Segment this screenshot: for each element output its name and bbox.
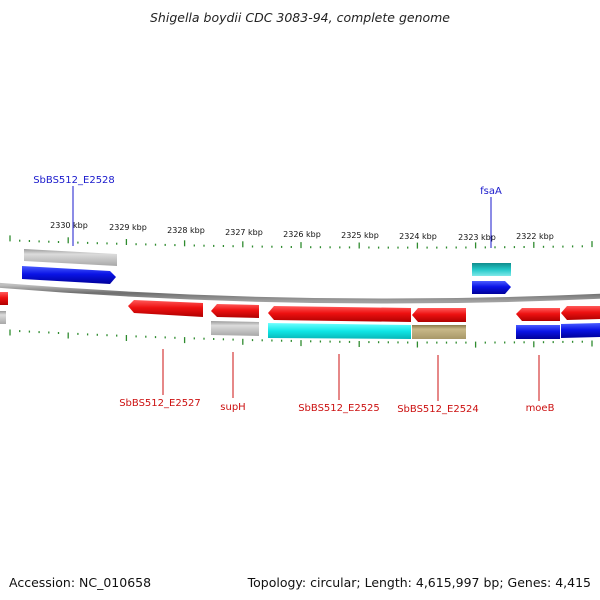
gene-sbbs512-e2525[interactable] xyxy=(268,306,411,322)
gene-feature-gray-forward[interactable] xyxy=(24,249,117,266)
gene-labels: SbBS512_E2528 fsaA SbBS512_E2527 supH Sb… xyxy=(33,175,554,415)
gene-feature-blue-right[interactable] xyxy=(561,323,600,338)
tick-label-2323: 2323 kbp xyxy=(458,233,496,242)
gene-feature-olive[interactable] xyxy=(412,325,466,339)
tick-label-2327: 2327 kbp xyxy=(225,228,263,237)
label-sbbs512-e2525[interactable]: SbBS512_E2525 xyxy=(298,403,380,414)
genome-summary-text: Topology: circular; Length: 4,615,997 bp… xyxy=(247,575,591,590)
label-moeb[interactable]: moeB xyxy=(526,403,555,414)
tick-label-2324: 2324 kbp xyxy=(399,232,437,241)
gene-feature-red-right[interactable] xyxy=(561,306,600,320)
label-suph[interactable]: supH xyxy=(220,402,245,413)
gene-sbbs512-e2527[interactable] xyxy=(128,300,203,317)
tick-label-2328: 2328 kbp xyxy=(167,226,205,235)
gene-feature-gray-reverse[interactable] xyxy=(211,321,259,336)
tick-label-2322: 2322 kbp xyxy=(516,232,554,241)
forward-strand xyxy=(22,249,511,294)
gene-moeb[interactable] xyxy=(516,308,560,321)
label-sbbs512-e2528[interactable]: SbBS512_E2528 xyxy=(33,175,115,186)
gene-feature-teal[interactable] xyxy=(472,263,511,276)
gene-fsaa[interactable] xyxy=(472,281,511,294)
inner-tick-ring xyxy=(9,329,593,348)
gene-feature-blue-lower[interactable] xyxy=(516,325,560,339)
tick-label-2326: 2326 kbp xyxy=(283,230,321,239)
reverse-strand xyxy=(0,292,600,339)
gene-sbbs512-e2524[interactable] xyxy=(412,308,466,322)
label-sbbs512-e2527[interactable]: SbBS512_E2527 xyxy=(119,398,201,409)
scale-labels: 2330 kbp 2329 kbp 2328 kbp 2327 kbp 2326… xyxy=(50,221,554,242)
gene-feature-cyan[interactable] xyxy=(268,323,411,339)
gene-suph[interactable] xyxy=(211,304,259,318)
label-fsaa[interactable]: fsaA xyxy=(480,186,502,197)
label-leaders xyxy=(72,186,540,401)
gene-feature-gray-edge[interactable] xyxy=(0,311,6,324)
label-sbbs512-e2524[interactable]: SbBS512_E2524 xyxy=(397,404,479,415)
tick-label-2330: 2330 kbp xyxy=(50,221,88,230)
gene-feature-red-edge[interactable] xyxy=(0,292,8,305)
tick-label-2329: 2329 kbp xyxy=(109,223,147,232)
tick-label-2325: 2325 kbp xyxy=(341,231,379,240)
gene-sbbs512-e2528[interactable] xyxy=(22,266,116,284)
accession-text: Accession: NC_010658 xyxy=(9,575,152,590)
genome-title: Shigella boydii CDC 3083-94, complete ge… xyxy=(149,10,451,25)
genome-backbone xyxy=(0,282,600,304)
outer-tick-ring xyxy=(9,235,593,249)
